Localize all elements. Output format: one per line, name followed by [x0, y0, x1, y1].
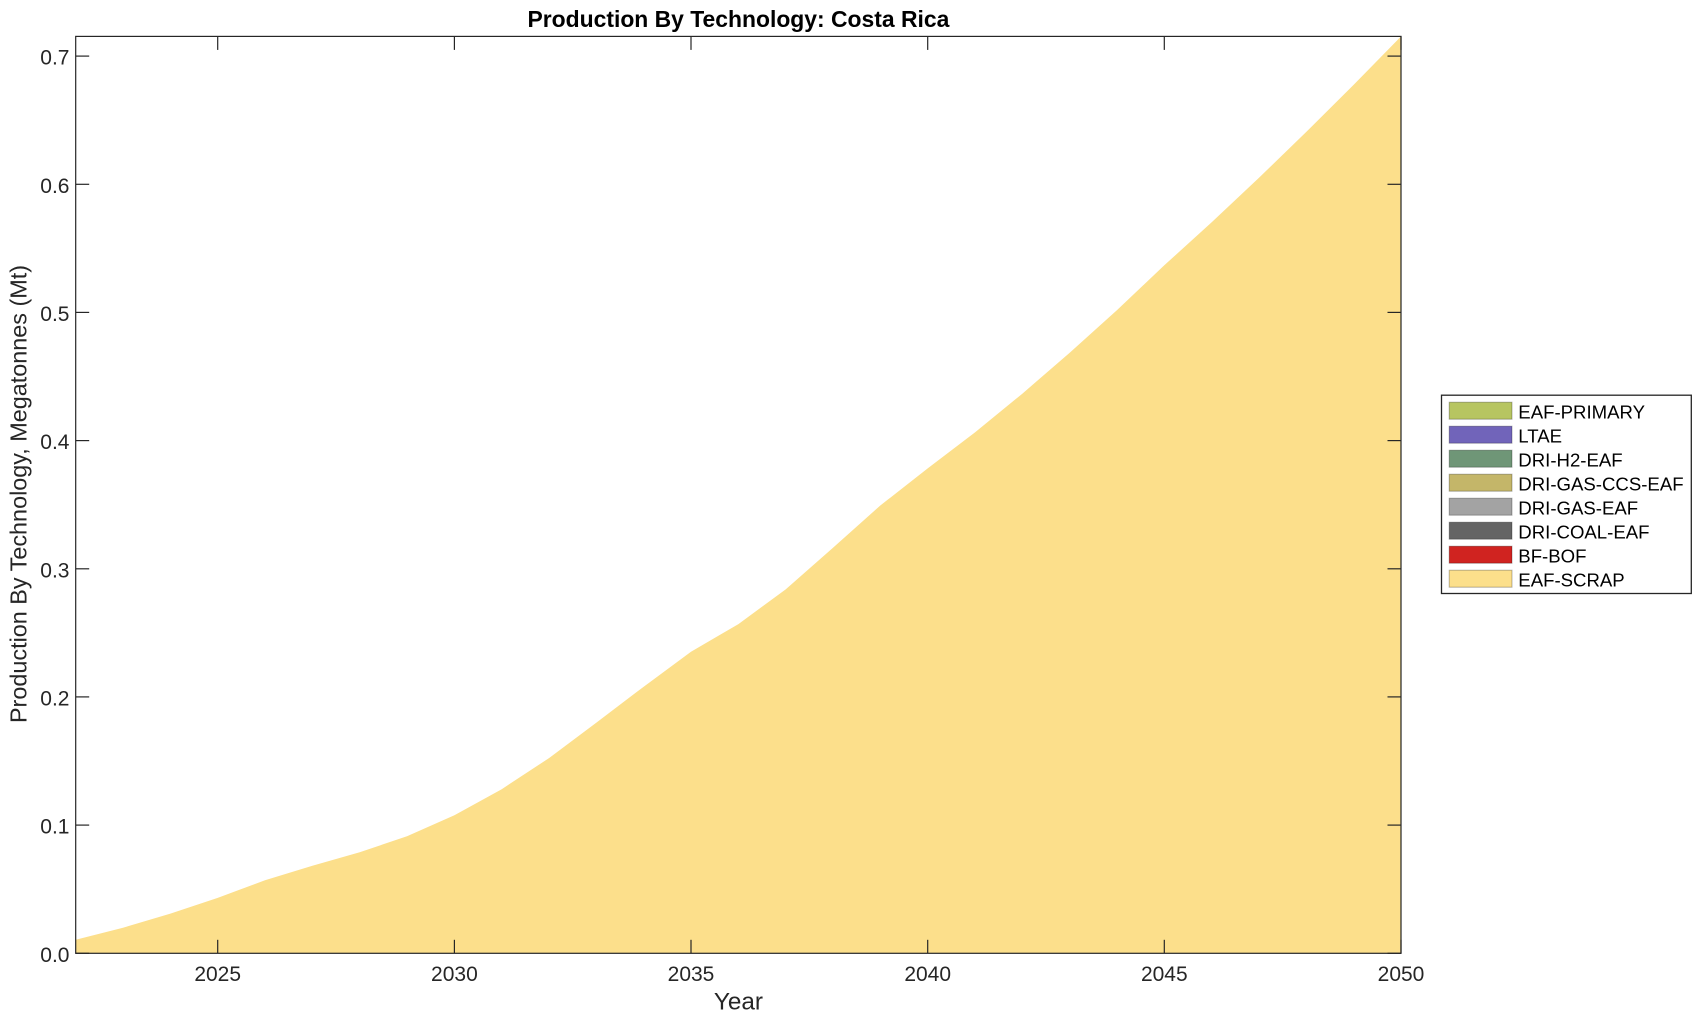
svg-text:0.4: 0.4 — [40, 431, 70, 454]
svg-text:2040: 2040 — [904, 963, 951, 986]
svg-text:0.1: 0.1 — [40, 816, 69, 839]
svg-text:2045: 2045 — [1141, 963, 1188, 986]
svg-text:EAF-PRIMARY: EAF-PRIMARY — [1518, 401, 1645, 422]
svg-text:0.0: 0.0 — [40, 944, 69, 967]
svg-text:0.2: 0.2 — [40, 688, 69, 711]
svg-text:2030: 2030 — [431, 963, 478, 986]
svg-text:EAF-SCRAP: EAF-SCRAP — [1518, 569, 1624, 590]
svg-text:DRI-COAL-EAF: DRI-COAL-EAF — [1518, 521, 1649, 542]
svg-text:LTAE: LTAE — [1518, 425, 1562, 446]
svg-text:Production By Technology: Cost: Production By Technology: Costa Rica — [527, 6, 949, 32]
svg-text:BF-BOF: BF-BOF — [1518, 545, 1586, 566]
svg-text:2025: 2025 — [194, 963, 241, 986]
svg-text:Year: Year — [714, 989, 763, 1016]
svg-text:0.5: 0.5 — [40, 303, 69, 326]
svg-text:2050: 2050 — [1378, 963, 1425, 986]
svg-text:DRI-GAS-EAF: DRI-GAS-EAF — [1518, 497, 1638, 518]
svg-text:DRI-GAS-CCS-EAF: DRI-GAS-CCS-EAF — [1518, 473, 1683, 494]
svg-text:DRI-H2-EAF: DRI-H2-EAF — [1518, 449, 1622, 470]
svg-text:Production By Technology, Mega: Production By Technology, Megatonnes (Mt… — [6, 265, 32, 723]
svg-text:0.6: 0.6 — [40, 175, 69, 198]
svg-text:0.7: 0.7 — [40, 47, 69, 70]
svg-text:2035: 2035 — [668, 963, 715, 986]
svg-text:0.3: 0.3 — [40, 559, 69, 582]
